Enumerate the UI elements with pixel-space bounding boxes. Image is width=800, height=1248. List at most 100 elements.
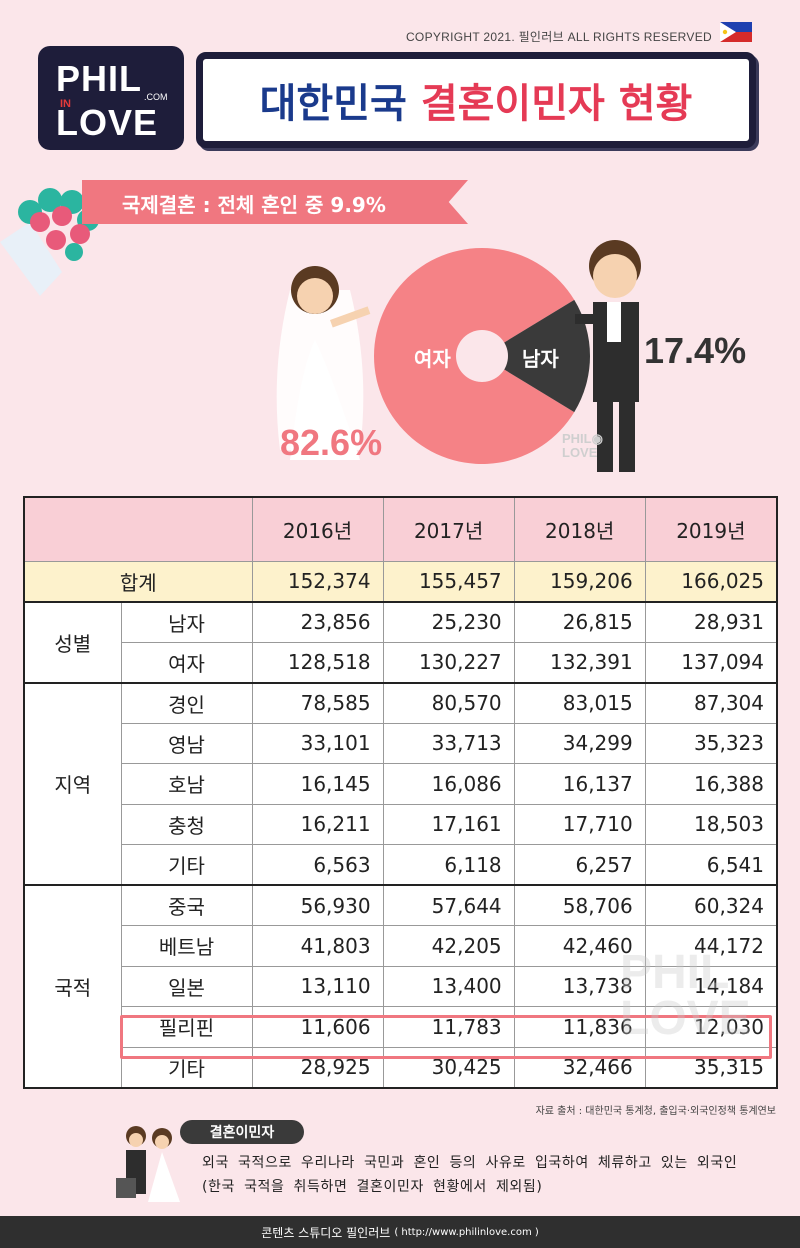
cell-value: 6,257	[513, 844, 646, 886]
total-value: 166,025	[644, 560, 778, 602]
table-row: 영남 33,101 33,713 34,299 35,323	[24, 722, 778, 764]
col-header: 2016년	[251, 496, 384, 562]
cell-value: 11,783	[382, 1006, 515, 1048]
gender-donut-chart: 여자 남자	[374, 248, 590, 464]
table-row: 일본 13,110 13,400 13,738 14,184	[24, 965, 778, 1007]
group-label: 국적	[23, 884, 122, 1088]
cell-value: 83,015	[513, 681, 646, 724]
cell-value: 42,205	[382, 925, 515, 967]
footer-text: 콘텐츠 스튜디오 필인러브	[261, 1225, 391, 1240]
definition-tag: 결혼이민자	[180, 1120, 304, 1144]
cell-value: 6,541	[644, 844, 778, 886]
cell-value: 6,118	[382, 844, 515, 886]
table-row: 여자 128,518 130,227 132,391 137,094	[24, 641, 778, 683]
title-part1: 대한민국	[259, 81, 407, 127]
marriage-immigrant-table: 2016년 2017년 2018년 2019년 합계 152,374 155,457…	[23, 496, 778, 1089]
data-source: 자료 출처 : 대한민국 통계청, 출입국·외국인정책 통계연보	[535, 1106, 776, 1117]
title-part2: 결혼이민자 현황	[420, 81, 693, 127]
cell-value: 6,563	[251, 844, 384, 886]
cell-value: 16,086	[382, 763, 515, 805]
cell-value: 25,230	[382, 600, 515, 643]
bride-illustration	[276, 266, 371, 460]
cell-value: 80,570	[382, 681, 515, 724]
footer-url[interactable]: ( http://www.philinlove.com )	[394, 1226, 539, 1238]
row-label: 여자	[120, 641, 253, 683]
total-value: 155,457	[382, 560, 515, 602]
cell-value: 34,299	[513, 722, 646, 764]
cell-value: 41,803	[251, 925, 384, 967]
donut-label-male: 남자	[522, 347, 559, 371]
cell-value: 11,836	[513, 1006, 646, 1048]
group-label: 성별	[23, 600, 122, 683]
col-header: 2017년	[382, 496, 515, 562]
definition-line2: (한국 국적을 취득하면 결혼이민자 현황에서 제외됨)	[202, 1179, 543, 1195]
cell-value: 58,706	[513, 884, 646, 926]
cell-value: 87,304	[644, 681, 778, 724]
cell-value: 137,094	[644, 641, 778, 683]
male-percent: 17.4%	[644, 330, 747, 371]
bouquet-icon	[0, 188, 99, 296]
cell-value: 23,856	[251, 600, 384, 643]
cell-value: 14,184	[644, 965, 778, 1007]
logo-com: .COM	[144, 92, 168, 102]
cell-value: 17,710	[513, 803, 646, 845]
total-value: 152,374	[251, 560, 384, 602]
cell-value: 33,101	[251, 722, 384, 764]
table-row: 성별 남자 23,856 25,230 26,815 28,931	[23, 600, 778, 683]
logo-line1: PHIL	[56, 58, 143, 99]
row-label: 필리핀	[120, 1006, 253, 1048]
wedding-couple-icon	[116, 1126, 180, 1202]
cell-value: 28,925	[251, 1046, 384, 1088]
cell-value: 28,931	[644, 600, 778, 643]
cell-value: 16,137	[513, 763, 646, 805]
table-row: 기타 28,925 30,425 32,466 35,315	[24, 1046, 778, 1088]
total-label: 합계	[23, 560, 253, 602]
row-label: 일본	[120, 965, 253, 1007]
cell-value: 57,644	[382, 884, 515, 926]
page-title: 대한민국 결혼이민자 현황	[196, 52, 756, 148]
watermark-small: PHIL◉ LOVE	[562, 431, 603, 460]
col-header: 2018년	[513, 496, 646, 562]
row-label: 기타	[120, 844, 253, 886]
logo-line2: LOVE	[56, 102, 159, 143]
cell-value: 78,585	[251, 681, 384, 724]
groom-illustration	[575, 240, 641, 472]
cell-value: 18,503	[644, 803, 778, 845]
footer: 콘텐츠 스튜디오 필인러브 ( http://www.philinlove.co…	[0, 1216, 800, 1248]
table-row: 지역 경인 78,585 80,570 83,015 87,304	[23, 681, 778, 886]
cell-value: 26,815	[513, 600, 646, 643]
cell-value: 33,713	[382, 722, 515, 764]
cell-value: 44,172	[644, 925, 778, 967]
cell-value: 13,400	[382, 965, 515, 1007]
intl-marriage-banner: 국제결혼 : 전체 혼인 중 9.9%	[82, 180, 468, 224]
cell-value: 132,391	[513, 641, 646, 683]
row-label: 베트남	[120, 925, 253, 967]
row-label: 영남	[120, 722, 253, 764]
cell-value: 42,460	[513, 925, 646, 967]
cell-value: 35,323	[644, 722, 778, 764]
cell-value: 30,425	[382, 1046, 515, 1088]
cell-value: 60,324	[644, 884, 778, 926]
table-row: 베트남 41,803 42,205 42,460 44,172	[24, 925, 778, 967]
total-value: 159,206	[513, 560, 646, 602]
row-label: 중국	[120, 884, 253, 926]
table-row: 필리핀 11,606 11,783 11,836 12,030	[24, 1006, 778, 1048]
cell-value: 130,227	[382, 641, 515, 683]
female-percent: 82.6%	[280, 422, 383, 463]
cell-value: 12,030	[644, 1006, 778, 1048]
row-label: 남자	[120, 600, 253, 643]
table-row: 호남 16,145 16,086 16,137 16,388	[24, 763, 778, 805]
table-header-row: 2016년 2017년 2018년 2019년	[23, 496, 778, 562]
philippines-flag-icon	[720, 22, 752, 42]
donut-hole	[456, 330, 508, 382]
copyright-text: COPYRIGHT 2021. 필인러브 ALL RIGHTS RESERVED	[405, 30, 712, 44]
logo-in: IN	[60, 98, 71, 110]
cell-value: 17,161	[382, 803, 515, 845]
donut-label-female: 여자	[414, 347, 451, 371]
philinlove-logo: PHIL IN LOVE .COM	[38, 46, 184, 150]
table-row: 국적 중국 56,930 57,644 58,706 60,324	[23, 884, 778, 1088]
table-row-total: 합계 152,374 155,457 159,206 166,025	[23, 560, 778, 602]
row-label: 호남	[120, 763, 253, 805]
cell-value: 32,466	[513, 1046, 646, 1088]
row-label: 기타	[120, 1046, 253, 1088]
